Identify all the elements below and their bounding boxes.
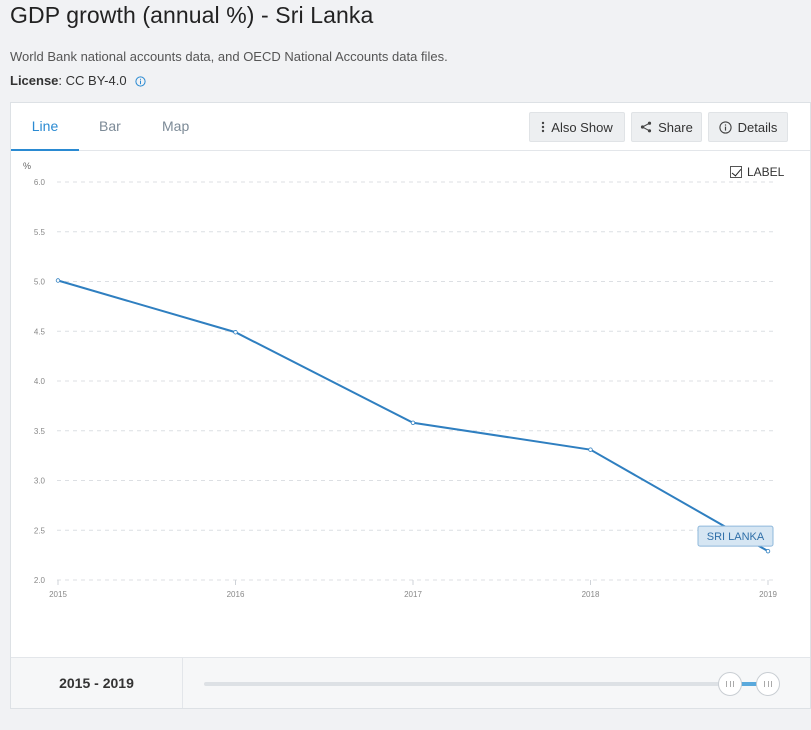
- source-note: World Bank national accounts data, and O…: [10, 49, 448, 64]
- data-point: [55, 278, 61, 283]
- label-toggle[interactable]: LABEL: [730, 165, 784, 179]
- data-point: [233, 330, 238, 335]
- range-slider-track[interactable]: [204, 682, 769, 686]
- y-tick-label: 5.5: [34, 228, 46, 237]
- info-icon[interactable]: [134, 75, 146, 87]
- range-end-handle[interactable]: [756, 672, 780, 696]
- label-checkbox[interactable]: [730, 166, 742, 178]
- x-tick-label: 2017: [404, 590, 422, 599]
- tab-line[interactable]: Line: [11, 103, 79, 151]
- tab-bar[interactable]: Bar: [99, 118, 121, 134]
- data-point: [410, 420, 416, 425]
- share-icon: [641, 121, 652, 133]
- year-range-text: 2015 - 2019: [11, 658, 183, 708]
- data-point: [765, 548, 771, 554]
- y-tick-label: 4.5: [34, 327, 46, 336]
- share-label: Share: [658, 119, 693, 135]
- y-tick-label: 4.0: [34, 377, 46, 386]
- x-tick-label: 2019: [759, 590, 777, 599]
- series-label-box: [697, 525, 774, 547]
- range-slider-fill: [730, 682, 769, 686]
- range-separator: -: [90, 675, 103, 691]
- x-tick-label: 2016: [227, 590, 245, 599]
- tab-map[interactable]: Map: [162, 118, 190, 134]
- y-tick-label: 5.0: [34, 278, 46, 287]
- license-line: License : CC BY-4.0: [10, 73, 146, 88]
- details-button[interactable]: Details: [708, 112, 788, 142]
- range-end: 2019: [102, 675, 134, 691]
- x-tick-label: 2015: [49, 590, 67, 599]
- range-start: 2015: [59, 675, 91, 691]
- details-label: Details: [737, 119, 778, 135]
- info-circle-icon: [718, 120, 732, 134]
- x-tick-label: 2018: [582, 590, 600, 599]
- chart-panel: Line Bar Map Also Show Share Details % 2.…: [10, 102, 811, 709]
- y-tick-label: 2.5: [34, 526, 46, 535]
- chart-tabbar: Line Bar Map Also Show Share Details: [11, 103, 810, 151]
- series-line: [57, 279, 769, 553]
- y-tick-label: 3.0: [34, 477, 46, 486]
- y-tick-label: 3.5: [34, 427, 46, 436]
- label-toggle-text: LABEL: [747, 165, 785, 179]
- page-title: GDP growth (annual %) - Sri Lanka: [10, 2, 374, 28]
- y-tick-label: 6.0: [34, 178, 46, 187]
- also-show-button[interactable]: Also Show: [529, 112, 625, 142]
- y-tick-label: 2.0: [34, 576, 46, 585]
- y-unit-label: %: [23, 161, 31, 171]
- data-point: [588, 447, 593, 452]
- license-label: License: [10, 73, 59, 88]
- series-label: SRI LANKA: [707, 531, 765, 543]
- range-start-handle[interactable]: [718, 672, 742, 696]
- more-vertical-icon: [542, 121, 545, 133]
- line-chart: % 2.0 2.5 3.0 3.5 4.0 4.5 5.0 5.5 6.0 2015 2016 2017…: [23, 161, 777, 599]
- also-show-label: Also Show: [551, 119, 613, 135]
- license-value: : CC BY-4.0: [58, 73, 127, 88]
- share-button[interactable]: Share: [631, 112, 702, 142]
- range-bar: 2015 - 2019: [11, 657, 810, 708]
